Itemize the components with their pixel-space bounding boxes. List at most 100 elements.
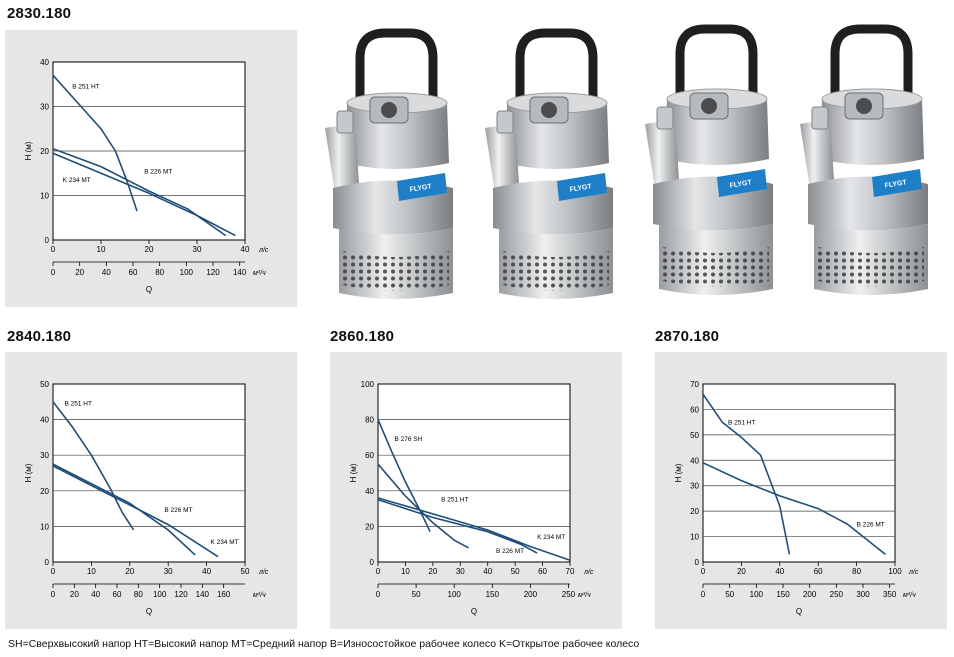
x2-tick-label: 150 bbox=[486, 590, 500, 599]
x2-tick-label: 20 bbox=[70, 590, 79, 599]
series-label: B 276 SH bbox=[394, 436, 422, 443]
y-tick-label: 0 bbox=[695, 558, 700, 567]
x-tick-label: 0 bbox=[701, 567, 706, 576]
y-tick-label: 30 bbox=[40, 451, 49, 460]
curve-k-234-mt bbox=[52, 465, 219, 558]
performance-chart-2840: 0 10 20 30 40 50 0 10 20 30 40 50 л/с 0 20 40 60 80 100 120… bbox=[24, 380, 269, 616]
x-tick-label: 50 bbox=[241, 567, 250, 576]
curve-b-226-mt bbox=[702, 462, 886, 556]
chart-title-2830: 2830.180 bbox=[7, 5, 72, 22]
chart-panel-2840: 0 10 20 30 40 50 0 10 20 30 40 50 л/с 0 20 40 60 80 100 120… bbox=[5, 352, 297, 629]
series-label: K 234 MT bbox=[537, 534, 565, 541]
y-tick-label: 50 bbox=[40, 380, 49, 389]
abbreviation-legend: SH=Сверхвысокий напор HT=Высокий напор M… bbox=[8, 638, 640, 650]
x-tick-label: 0 bbox=[51, 245, 56, 254]
x-tick-label: 20 bbox=[125, 567, 134, 576]
series-label: B 251 HT bbox=[728, 420, 755, 427]
y-axis-title: H (м) bbox=[674, 463, 683, 482]
y-tick-label: 20 bbox=[40, 147, 49, 156]
x2-tick-label: 350 bbox=[883, 590, 897, 599]
x-tick-label: 100 bbox=[888, 567, 902, 576]
x-tick-label: 40 bbox=[202, 567, 211, 576]
x-axis-title: Q bbox=[146, 285, 152, 294]
curve-b-251-ht bbox=[52, 74, 138, 212]
performance-chart-2860: 0 20 40 60 80 100 0 10 20 30 40 50 60 70 л/с 0 50 100 150 2… bbox=[349, 380, 594, 616]
x2-tick-label: 200 bbox=[524, 590, 538, 599]
chart-title-2860: 2860.180 bbox=[330, 328, 395, 345]
x2-unit-label: м³/ч bbox=[253, 592, 266, 599]
x-tick-label: 20 bbox=[145, 245, 154, 254]
y-tick-label: 50 bbox=[690, 431, 699, 440]
y-tick-label: 20 bbox=[40, 487, 49, 496]
x2-tick-label: 0 bbox=[51, 590, 56, 599]
series-label: B 251 HT bbox=[72, 84, 99, 91]
x-tick-label: 30 bbox=[193, 245, 202, 254]
x-tick-label: 40 bbox=[241, 245, 250, 254]
x2-tick-label: 150 bbox=[776, 590, 790, 599]
x2-unit-label: м³/ч bbox=[253, 270, 266, 277]
pump-product-images: FLYGT bbox=[320, 15, 950, 305]
chart-panel-2860: 0 20 40 60 80 100 0 10 20 30 40 50 60 70 л/с 0 50 100 150 2… bbox=[330, 352, 622, 629]
curve-b-276-sh bbox=[377, 419, 431, 533]
chart-panel-2870: 0 10 20 30 40 50 60 70 0 20 40 60 80 100 л/с 0 50 100 150 2… bbox=[655, 352, 947, 629]
x-axis-title: Q bbox=[796, 607, 802, 616]
series-label: B 251 HT bbox=[65, 400, 92, 407]
y-tick-label: 30 bbox=[40, 103, 49, 112]
x2-tick-label: 60 bbox=[113, 590, 122, 599]
y-tick-label: 40 bbox=[365, 487, 374, 496]
series-label: B 226 MT bbox=[857, 521, 885, 528]
y-tick-label: 10 bbox=[690, 533, 699, 542]
curve-k-234-mt bbox=[377, 497, 571, 561]
y-tick-label: 40 bbox=[40, 416, 49, 425]
x2-tick-label: 80 bbox=[134, 590, 143, 599]
x2-tick-label: 100 bbox=[180, 268, 194, 277]
x2-tick-label: 160 bbox=[217, 590, 231, 599]
x-tick-label: 0 bbox=[376, 567, 381, 576]
y-axis-title: H (м) bbox=[24, 463, 33, 482]
series-label: K 234 MT bbox=[210, 539, 238, 546]
x-tick-label: 40 bbox=[483, 567, 492, 576]
curve-b-226-mt bbox=[377, 498, 538, 554]
curve-b-226-mt bbox=[52, 463, 196, 556]
x-tick-label: 70 bbox=[566, 567, 575, 576]
curve-b-251-ht bbox=[377, 463, 469, 549]
y-tick-label: 0 bbox=[45, 236, 50, 245]
x-tick-label: 10 bbox=[401, 567, 410, 576]
y-tick-label: 40 bbox=[690, 456, 699, 465]
x-unit-label: л/с bbox=[583, 569, 594, 576]
x2-tick-label: 140 bbox=[196, 590, 210, 599]
performance-chart-2830: 0 10 20 30 40 0 10 20 30 40 л/с 0 20 40 60 80 100 120 140 м… bbox=[24, 58, 269, 294]
y-tick-label: 0 bbox=[45, 558, 50, 567]
plot-area bbox=[377, 383, 571, 563]
chart-panel-2830: 0 10 20 30 40 0 10 20 30 40 л/с 0 20 40 60 80 100 120 140 м… bbox=[5, 30, 297, 307]
y-axis-title: H (м) bbox=[24, 141, 33, 160]
series-label: B 226 MT bbox=[144, 168, 172, 175]
x2-unit-label: м³/ч bbox=[903, 592, 916, 599]
x2-tick-label: 100 bbox=[750, 590, 764, 599]
x2-tick-label: 50 bbox=[412, 590, 421, 599]
x-unit-label: л/с bbox=[908, 569, 919, 576]
y-tick-label: 80 bbox=[365, 416, 374, 425]
x2-tick-label: 50 bbox=[725, 590, 734, 599]
x-axis-title: Q bbox=[146, 607, 152, 616]
y-tick-label: 10 bbox=[40, 192, 49, 201]
x-tick-label: 20 bbox=[737, 567, 746, 576]
chart-title-2870: 2870.180 bbox=[655, 328, 720, 345]
curve-b-251-ht bbox=[52, 401, 135, 531]
series-label: K 234 MT bbox=[63, 177, 91, 184]
x2-tick-label: 0 bbox=[51, 268, 56, 277]
x-unit-label: л/с bbox=[258, 247, 269, 254]
curve-b-251-ht bbox=[702, 393, 791, 555]
y-tick-label: 60 bbox=[690, 405, 699, 414]
plot-area bbox=[52, 383, 246, 563]
x-tick-label: 10 bbox=[87, 567, 96, 576]
x2-tick-label: 250 bbox=[562, 590, 576, 599]
x-tick-label: 20 bbox=[428, 567, 437, 576]
x-tick-label: 40 bbox=[775, 567, 784, 576]
x2-tick-label: 250 bbox=[830, 590, 844, 599]
series-label: B 226 MT bbox=[496, 548, 524, 555]
y-tick-label: 70 bbox=[690, 380, 699, 389]
x2-tick-label: 0 bbox=[376, 590, 381, 599]
y-tick-label: 0 bbox=[370, 558, 375, 567]
x2-tick-label: 120 bbox=[174, 590, 188, 599]
